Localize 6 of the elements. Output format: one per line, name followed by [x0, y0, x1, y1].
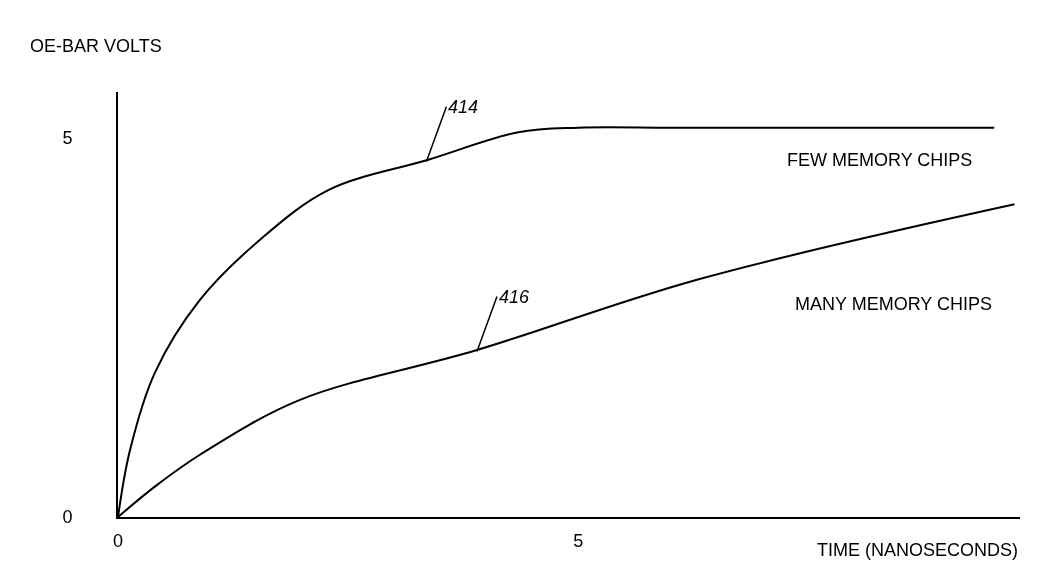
x-axis-title: TIME (NANOSECONDS)	[817, 540, 1019, 560]
y-axis-title: OE-BAR VOLTS	[30, 36, 162, 56]
annotation: 416	[499, 287, 531, 307]
series-label: FEW MEMORY CHIPS	[787, 150, 973, 170]
annotation: 414	[448, 97, 479, 117]
text: MANY MEMORY CHIPS	[795, 294, 993, 314]
